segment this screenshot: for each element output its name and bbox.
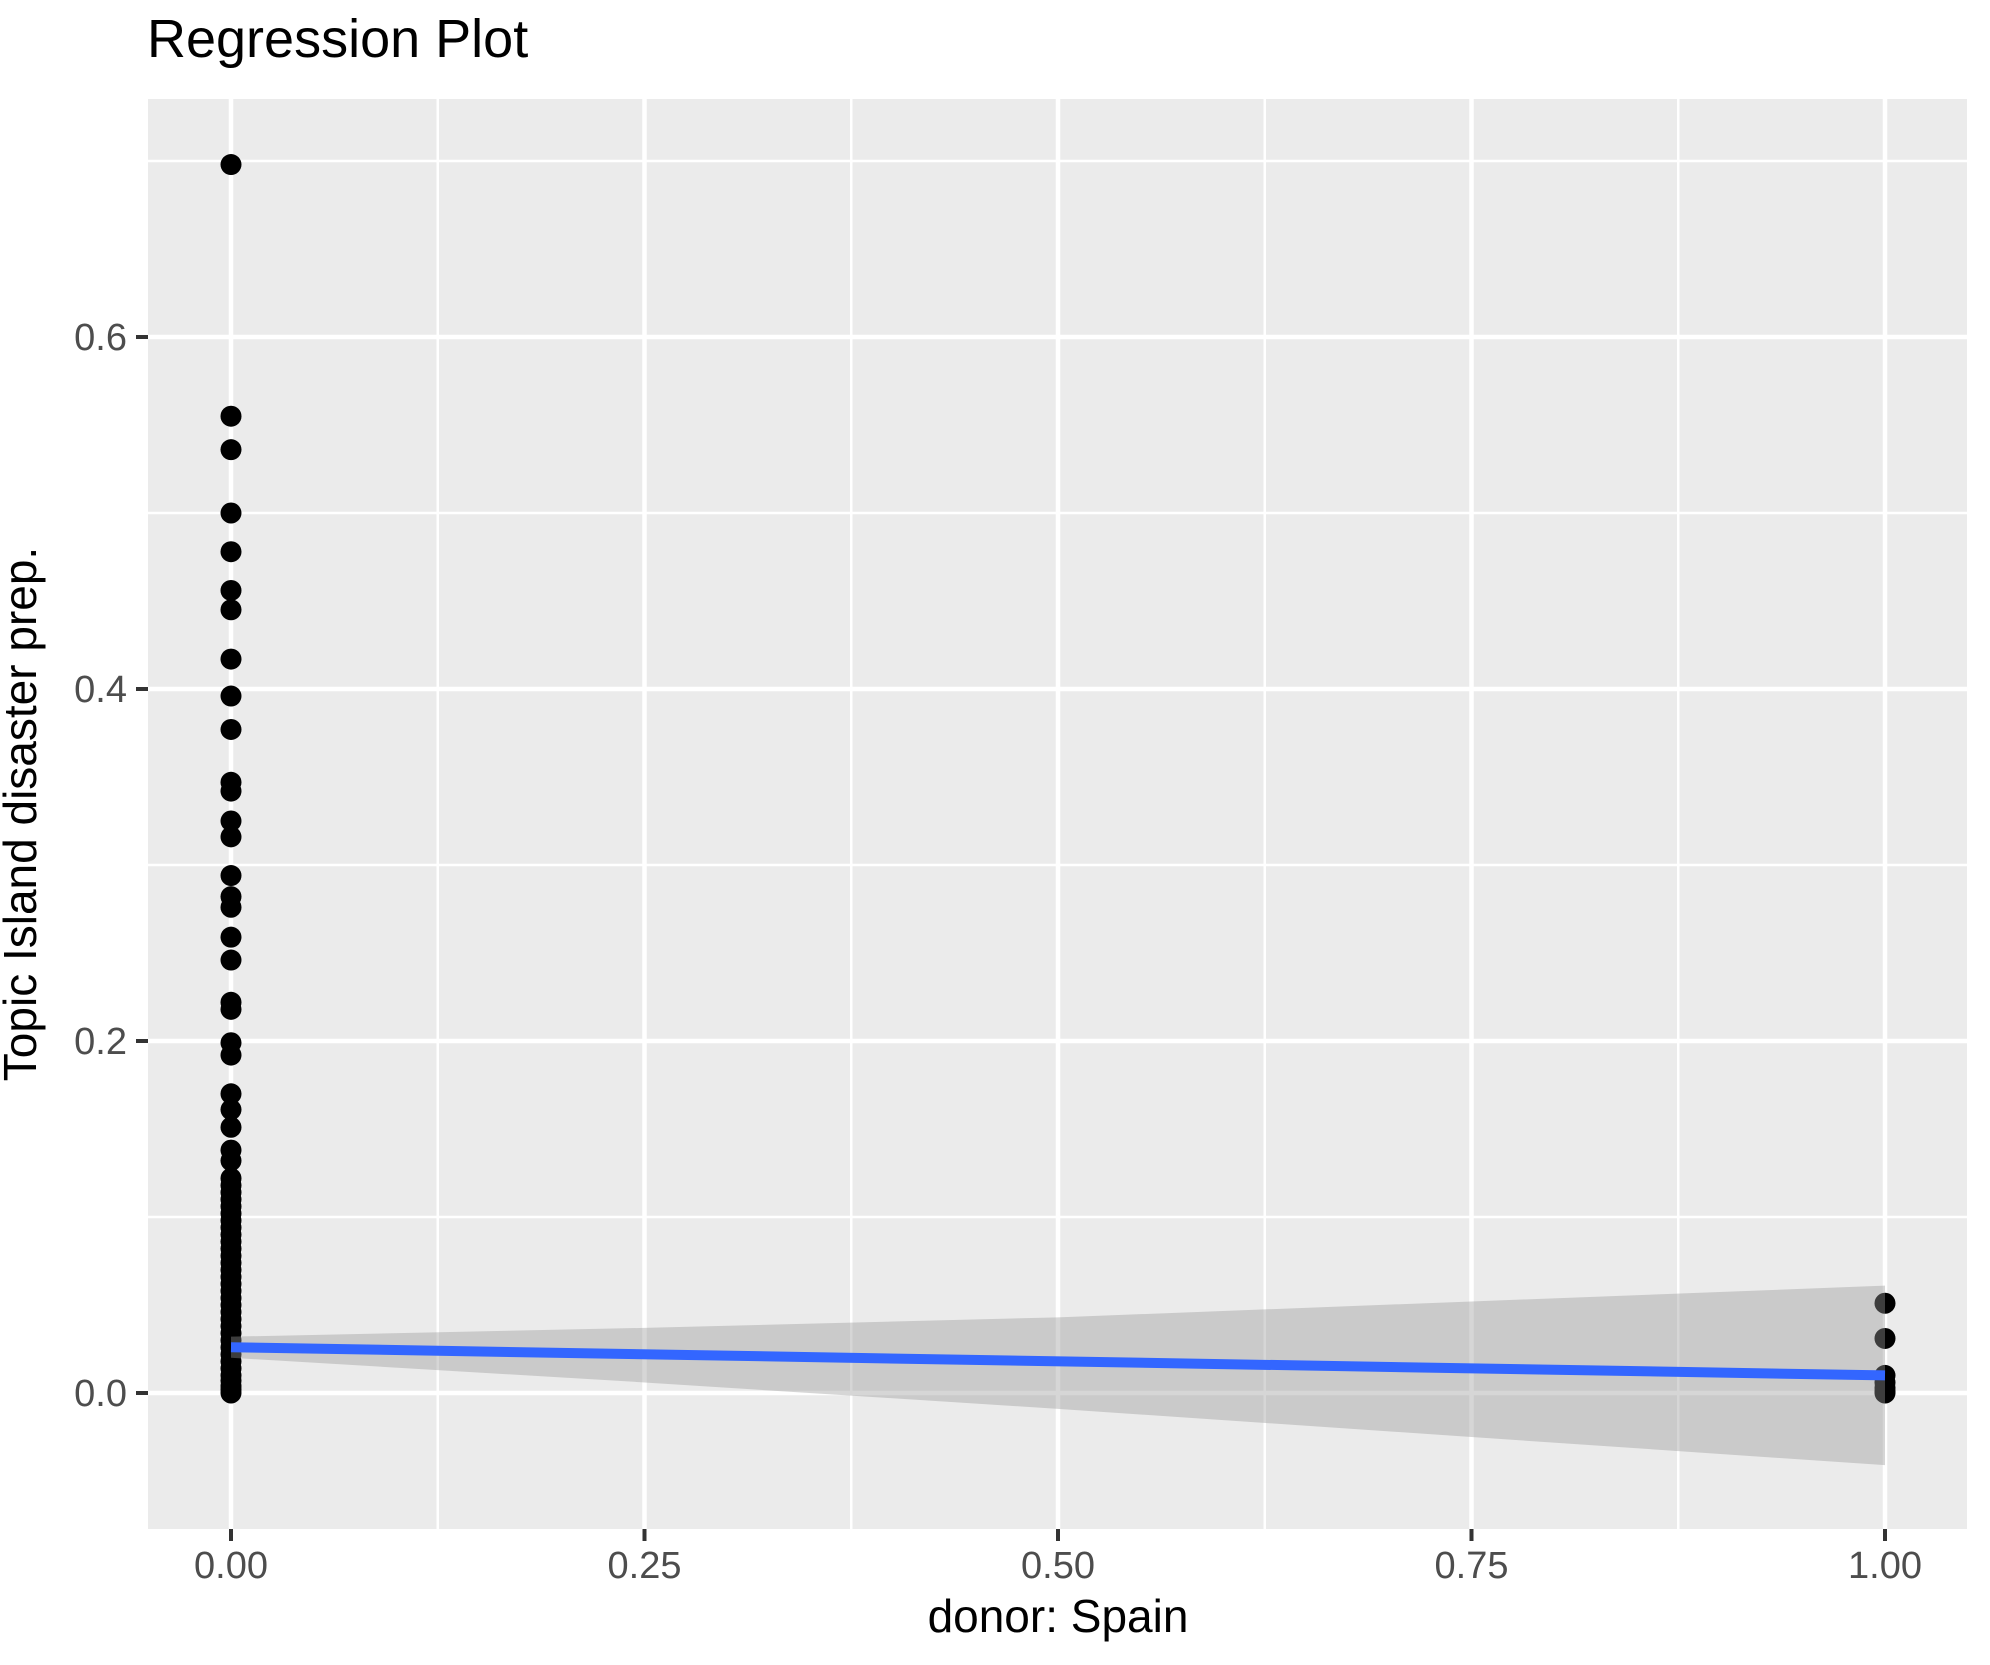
x-tick-label: 0.00 [194, 1545, 268, 1587]
x-tick-label: 0.75 [1435, 1545, 1509, 1587]
data-point [220, 685, 242, 707]
data-point [220, 1382, 242, 1404]
y-tick-label: 0.0 [74, 1373, 127, 1415]
data-point [220, 502, 242, 524]
data-point [220, 1099, 242, 1121]
data-point [220, 439, 242, 461]
data-point [220, 865, 242, 887]
x-tick-label: 0.25 [608, 1545, 682, 1587]
data-point [220, 579, 242, 601]
data-point [220, 648, 242, 670]
data-point [220, 949, 242, 971]
confidence-band [231, 1285, 1885, 1466]
y-axis-title: Topic Island disaster prep. [0, 547, 46, 1081]
data-point [220, 405, 242, 427]
data-point [220, 826, 242, 848]
data-point [220, 926, 242, 948]
data-point [1874, 1327, 1896, 1349]
data-point [220, 1150, 242, 1172]
x-tick-label: 0.50 [1021, 1545, 1095, 1587]
data-point [220, 599, 242, 621]
x-axis-title: donor: Spain [928, 1590, 1189, 1642]
data-point [220, 896, 242, 918]
data-point [220, 1044, 242, 1066]
regression-line [230, 1342, 1886, 1381]
y-tick-label: 0.4 [74, 669, 127, 711]
data-point [220, 998, 242, 1020]
data-point [220, 541, 242, 563]
data-point [220, 718, 242, 740]
y-tick-label: 0.6 [74, 317, 127, 359]
data-point [220, 810, 242, 832]
data-point [220, 780, 242, 802]
data-point [1874, 1382, 1896, 1404]
data-point [1874, 1292, 1896, 1314]
y-tick-label: 0.2 [74, 1021, 127, 1063]
data-point [220, 1116, 242, 1138]
data-point [220, 154, 242, 176]
plot-title: Regression Plot [147, 9, 528, 69]
data-point [220, 1083, 242, 1105]
x-tick-label: 1.00 [1848, 1545, 1922, 1587]
